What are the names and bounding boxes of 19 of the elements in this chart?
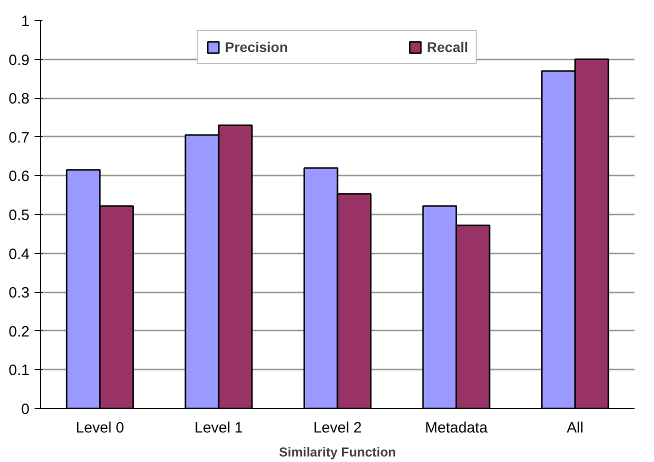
x-tick-label: All — [566, 420, 584, 436]
legend-label: Precision — [224, 39, 288, 55]
x-axis-title: Similarity Function — [278, 444, 396, 460]
y-tick-label: 0 — [21, 401, 30, 418]
y-tick-label: 0.7 — [8, 129, 30, 146]
y-tick-label: 1 — [21, 13, 30, 30]
y-tick-label: 0.5 — [8, 207, 30, 224]
y-tick-label: 0.9 — [8, 52, 30, 69]
y-tick-label: 0.1 — [8, 362, 30, 380]
legend-label: Recall — [426, 39, 468, 55]
y-tick-label: 0.4 — [8, 246, 30, 263]
x-tick-label: Level 1 — [194, 420, 243, 436]
y-tick-label: 0.6 — [8, 168, 30, 186]
x-tick-label: Metadata — [425, 420, 488, 436]
x-tick-label: Level 2 — [313, 420, 362, 436]
y-tick-label: 0.2 — [8, 323, 30, 340]
y-tick-label: 0.3 — [8, 284, 30, 302]
y-tick-label: 0.8 — [8, 90, 30, 108]
x-tick-label: Level 0 — [76, 420, 124, 436]
